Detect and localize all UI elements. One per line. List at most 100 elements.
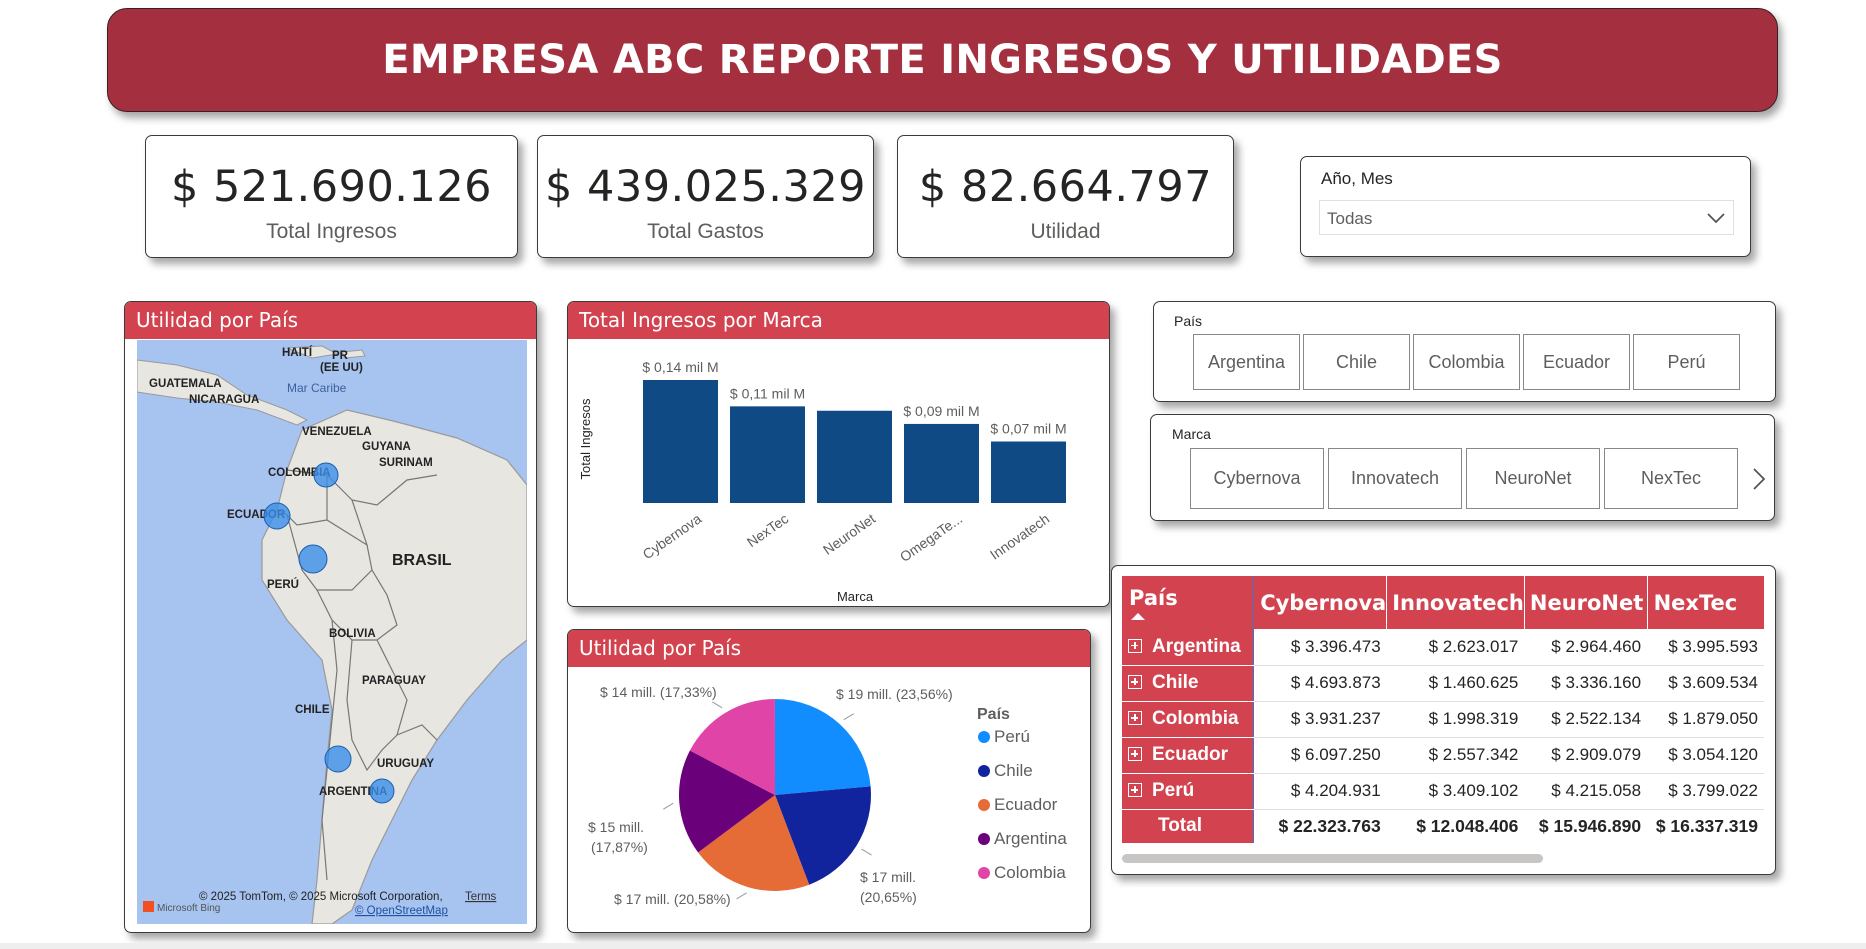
legend-item[interactable]: Perú [994, 727, 1030, 746]
matrix-col-header[interactable]: NexTec [1653, 590, 1738, 615]
chevron-right-icon[interactable] [1752, 467, 1766, 491]
matrix-row-header[interactable]: Argentina [1122, 629, 1255, 666]
matrix-row-label: Chile [1152, 672, 1199, 693]
matrix-col-header[interactable]: Cybernova [1253, 576, 1388, 629]
date-dropdown-value: Todas [1327, 209, 1373, 228]
kpi-utilidad[interactable]: $ 82.664.797 Utilidad [897, 135, 1234, 258]
bar-2[interactable] [817, 410, 892, 503]
map-label-guatemala: GUATEMALA [149, 378, 222, 390]
chip-ecuador[interactable]: Ecuador [1523, 334, 1630, 390]
matrix-cell: $ 1.460.625 [1386, 665, 1525, 702]
report-header: EMPRESA ABC REPORTE INGRESOS Y UTILIDADE… [107, 8, 1778, 112]
bar-category-label: OmegaTe... [897, 510, 965, 565]
legend-item[interactable]: Argentina [994, 829, 1067, 848]
pie-chart-panel: Utilidad por País $ 19 mill. (23,56%) $ 1… [567, 629, 1091, 933]
matrix-cell: $ 2.623.017 [1386, 629, 1525, 666]
map-label-pr: PR [332, 350, 349, 362]
bar-0[interactable] [643, 380, 718, 503]
pie-slice-2[interactable] [698, 795, 810, 891]
bar-chart[interactable]: Total Ingresos Marca $ 0,14 mil M Cybernova… [568, 339, 1108, 606]
matrix-cell: $ 1.998.319 [1386, 701, 1525, 738]
matrix-cell: $ 4.693.873 [1253, 665, 1387, 702]
bar-4[interactable] [991, 441, 1066, 504]
legend-item[interactable]: Chile [994, 761, 1033, 780]
map-label-chile: CHILE [295, 704, 330, 716]
bar-xlabel: Marca [837, 589, 874, 604]
report-title: EMPRESA ABC REPORTE INGRESOS Y UTILIDADE… [382, 37, 1503, 83]
pie-leader-line [861, 848, 872, 856]
pie-data-label: $ 14 mill. (17,33%) [600, 684, 717, 700]
chevron-down-icon [1707, 213, 1725, 224]
map-osm-link[interactable]: © OpenStreetMap [355, 905, 448, 917]
map-bubble-peru[interactable] [298, 544, 328, 574]
matrix-cell: $ 4.204.931 [1253, 773, 1387, 810]
pie-slice-1[interactable] [775, 786, 871, 885]
date-slicer[interactable]: Año, Mes Todas [1300, 156, 1751, 257]
expand-plus-icon[interactable] [1128, 747, 1142, 761]
matrix-row-label: Perú [1152, 780, 1195, 801]
bar-3[interactable] [904, 423, 979, 503]
map-label-bolivia: BOLIVIA [329, 628, 376, 640]
matrix-total-cell: $ 16.337.319 [1655, 815, 1758, 836]
chip-cybernova[interactable]: Cybernova [1190, 448, 1324, 509]
matrix-panel: País Cybernova Innovatech NeuroNet NexTe… [1111, 565, 1776, 875]
pie-leader-line [843, 713, 855, 721]
matrix-cell: $ 2.909.079 [1524, 737, 1648, 774]
map-bubble-ecuador[interactable] [263, 502, 291, 530]
country-slicer[interactable]: País Argentina Chile Colombia Ecuador Pe… [1153, 301, 1776, 402]
map-bubble-chile[interactable] [324, 745, 352, 773]
map-label-haiti: HAITÍ [282, 346, 313, 359]
chip-colombia[interactable]: Colombia [1413, 334, 1520, 390]
bing-logo-icon [143, 901, 154, 912]
map-bubble-argentina[interactable] [369, 778, 395, 804]
table-row: Chile $ 4.693.873 $ 1.460.625 $ 3.336.160 $ … [1122, 665, 1764, 702]
map-bubble-colombia[interactable] [313, 462, 339, 488]
matrix-cell: $ 3.609.534 [1647, 665, 1764, 702]
pie-slice-3[interactable] [679, 750, 775, 853]
pie-slice-4[interactable] [689, 699, 775, 795]
chip-argentina[interactable]: Argentina [1193, 334, 1300, 390]
matrix-total-label: Total [1122, 809, 1255, 843]
matrix-row-header[interactable]: Colombia [1122, 701, 1255, 738]
bar-1[interactable] [730, 406, 805, 503]
brand-slicer[interactable]: Marca Cybernova Innovatech NeuroNet NexT… [1150, 414, 1775, 521]
expand-plus-icon[interactable] [1128, 783, 1142, 797]
matrix-row-label: Argentina [1152, 635, 1241, 657]
pie-chart[interactable]: $ 19 mill. (23,56%) $ 17 mill. (20,65%) $ 1… [568, 667, 1090, 931]
pie-data-label: $ 17 mill. [860, 869, 916, 885]
legend-item[interactable]: Colombia [994, 863, 1066, 882]
expand-plus-icon[interactable] [1128, 711, 1142, 725]
matrix-row-header[interactable]: Ecuador [1122, 737, 1255, 774]
map-label-surinam: SURINAM [379, 457, 433, 469]
matrix-row-header[interactable]: Perú [1122, 773, 1255, 810]
expand-plus-icon[interactable] [1128, 638, 1142, 653]
map-label-uruguay: URUGUAY [377, 758, 434, 770]
legend-item[interactable]: Ecuador [994, 795, 1058, 814]
country-brand-matrix: País Cybernova Innovatech NeuroNet NexTe… [1122, 576, 1764, 843]
matrix-total-cell: $ 22.323.763 [1278, 815, 1381, 836]
map-visual[interactable]: HAITÍ PR (EE UU) GUATEMALA NICARAGUA Mar… [137, 340, 527, 924]
map-bing-label: Microsoft Bing [157, 903, 220, 914]
map-label-guyana: GUYANA [362, 441, 411, 453]
matrix-col-header[interactable]: NeuroNet [1524, 576, 1648, 629]
date-slicer-label: Año, Mes [1321, 169, 1393, 188]
kpi-label: Utilidad [1030, 220, 1101, 243]
chip-peru[interactable]: Perú [1633, 334, 1740, 390]
pie-slice-0[interactable] [775, 699, 871, 795]
matrix-corner-header[interactable]: País [1122, 576, 1255, 629]
map-terms-link[interactable]: Terms [465, 891, 497, 903]
chip-neuronet[interactable]: NeuroNet [1466, 448, 1600, 509]
date-dropdown[interactable]: Todas [1319, 200, 1734, 235]
kpi-total-ingresos[interactable]: $ 521.690.126 Total Ingresos [145, 135, 518, 258]
kpi-total-gastos[interactable]: $ 439.025.329 Total Gastos [537, 135, 874, 258]
brand-slicer-label: Marca [1172, 426, 1211, 442]
chip-chile[interactable]: Chile [1303, 334, 1410, 390]
matrix-total-cell: $ 12.048.406 [1416, 815, 1519, 836]
horizontal-scrollbar[interactable] [1122, 854, 1543, 863]
matrix-col-header[interactable]: Innovatech [1386, 576, 1525, 629]
chip-innovatech[interactable]: Innovatech [1328, 448, 1462, 509]
expand-plus-icon[interactable] [1128, 675, 1142, 689]
chip-nextec[interactable]: NexTec [1604, 448, 1738, 509]
matrix-row-header[interactable]: Chile [1122, 665, 1255, 702]
map-panel: Utilidad por País HAITÍ PR (EE UU) GUATE… [124, 301, 537, 933]
